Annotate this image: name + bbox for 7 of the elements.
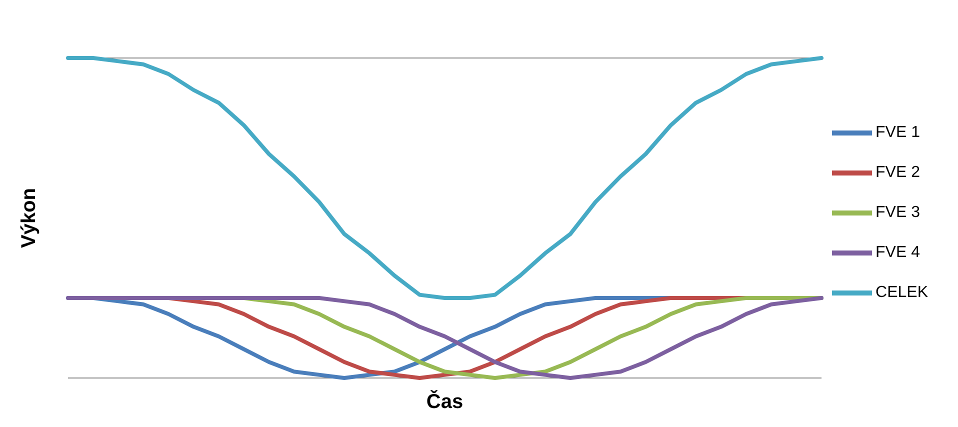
legend-label: FVE 4 — [876, 244, 920, 262]
legend-label: FVE 1 — [876, 124, 920, 142]
legend-label: CELEK — [876, 284, 928, 302]
legend-label: FVE 2 — [876, 164, 920, 182]
y-axis-title: Výkon — [18, 188, 40, 248]
legend-label: FVE 3 — [876, 204, 920, 222]
x-axis-title: Čas — [426, 390, 464, 413]
